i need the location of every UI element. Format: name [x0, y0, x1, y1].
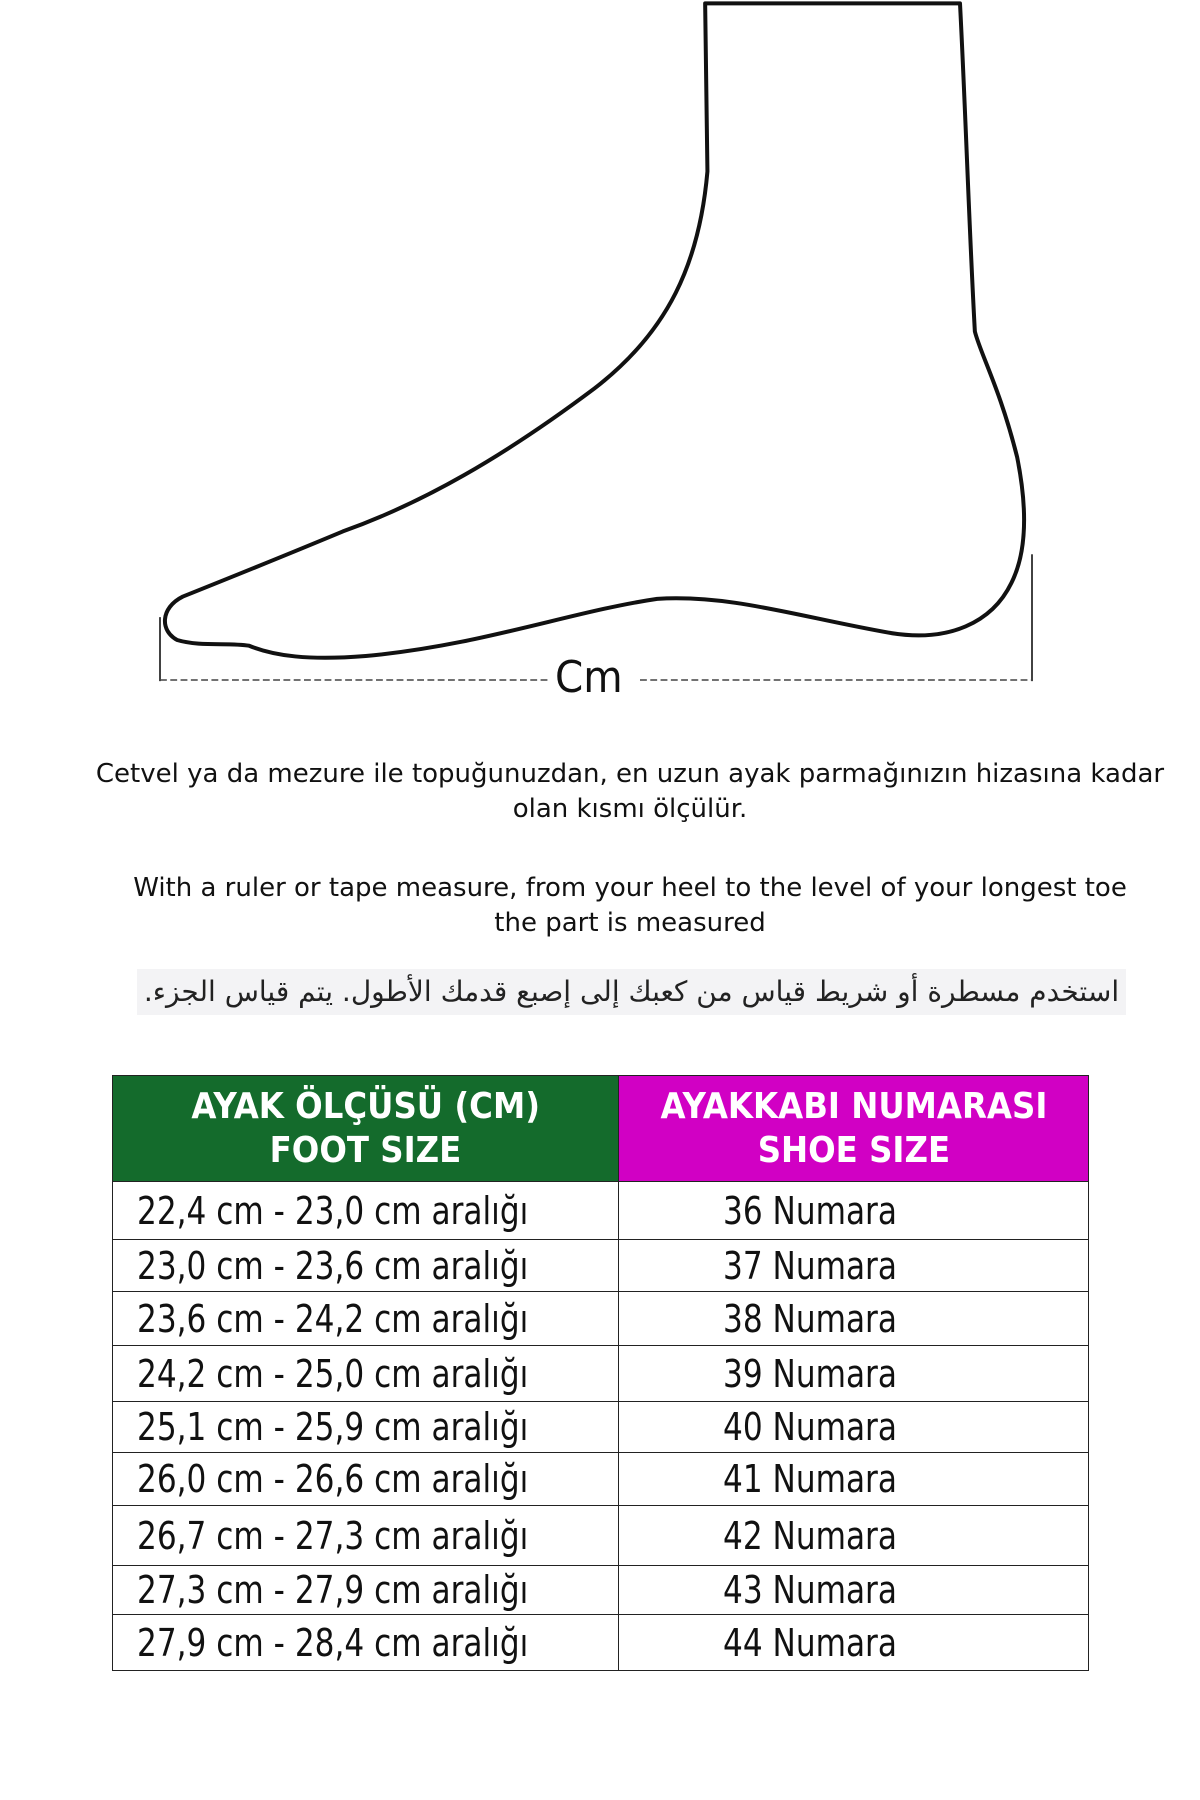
shoe-size-cell: 36 Numara	[618, 1181, 1089, 1240]
foot-size-cell: 27,9 cm - 28,4 cm aralığı	[112, 1614, 619, 1671]
shoe-size-cell: 38 Numara	[618, 1291, 1089, 1346]
header-foot-size-line1: AYAK ÖLÇÜSÜ (CM)	[191, 1085, 540, 1127]
header-shoe-size-line2: SHOE SIZE	[757, 1129, 950, 1171]
shoe-size-cell: 44 Numara	[618, 1614, 1089, 1671]
header-foot-size: AYAK ÖLÇÜSÜ (CM) FOOT SIZE	[112, 1075, 619, 1182]
table-row: 26,0 cm - 26,6 cm aralığı 41 Numara	[112, 1452, 1089, 1506]
shoe-size-cell: 42 Numara	[618, 1505, 1089, 1566]
shoe-size-text: 37 Numara	[723, 1243, 897, 1288]
turkish-instruction-line-2: olan kısmı ölçülür.	[512, 794, 748, 824]
foot-size-text: 23,0 cm - 23,6 cm aralığı	[137, 1243, 529, 1288]
shoe-size-text: 36 Numara	[723, 1188, 897, 1233]
shoe-size-text: 39 Numara	[723, 1351, 897, 1396]
measure-label: Cm	[555, 652, 623, 703]
shoe-size-text: 40 Numara	[723, 1405, 897, 1449]
table-row: 23,6 cm - 24,2 cm aralığı 38 Numara	[112, 1291, 1089, 1346]
foot-size-cell: 22,4 cm - 23,0 cm aralığı	[112, 1181, 619, 1240]
table-row: 23,0 cm - 23,6 cm aralığı 37 Numara	[112, 1239, 1089, 1292]
table-row: 27,3 cm - 27,9 cm aralığı 43 Numara	[112, 1565, 1089, 1615]
shoe-size-cell: 37 Numara	[618, 1239, 1089, 1292]
foot-size-cell: 26,7 cm - 27,3 cm aralığı	[112, 1505, 619, 1566]
foot-size-text: 23,6 cm - 24,2 cm aralığı	[137, 1296, 529, 1341]
size-chart-table: AYAK ÖLÇÜSÜ (CM) FOOT SIZE AYAKKABI NUMAR…	[112, 1075, 1089, 1671]
arabic-instruction: استخدم مسطرة أو شريط قياس من كعبك إلى إص…	[137, 969, 1126, 1015]
english-instruction-line-2: the part is measured	[494, 908, 766, 938]
table-row: 24,2 cm - 25,0 cm aralığı 39 Numara	[112, 1345, 1089, 1402]
foot-size-text: 25,1 cm - 25,9 cm aralığı	[137, 1405, 529, 1449]
header-foot-size-line2: FOOT SIZE	[269, 1129, 462, 1171]
foot-size-cell: 27,3 cm - 27,9 cm aralığı	[112, 1565, 619, 1615]
foot-size-text: 22,4 cm - 23,0 cm aralığı	[137, 1188, 529, 1233]
english-instruction-line-1: With a ruler or tape measure, from your …	[133, 873, 1127, 903]
header-shoe-size-line1: AYAKKABI NUMARASI	[660, 1085, 1047, 1127]
foot-outline	[162, 1, 1027, 660]
foot-outline-diagram	[159, 1, 1033, 682]
foot-size-cell: 23,6 cm - 24,2 cm aralığı	[112, 1291, 619, 1346]
shoe-size-cell: 43 Numara	[618, 1565, 1089, 1615]
foot-size-cell: 24,2 cm - 25,0 cm aralığı	[112, 1345, 619, 1402]
shoe-size-cell: 41 Numara	[618, 1452, 1089, 1506]
table-row: 22,4 cm - 23,0 cm aralığı 36 Numara	[112, 1181, 1089, 1240]
foot-size-text: 24,2 cm - 25,0 cm aralığı	[137, 1351, 529, 1396]
table-row: 25,1 cm - 25,9 cm aralığı 40 Numara	[112, 1401, 1089, 1453]
table-row: 27,9 cm - 28,4 cm aralığı 44 Numara	[112, 1614, 1089, 1671]
shoe-size-text: 38 Numara	[723, 1296, 897, 1341]
turkish-instruction-line-1: Cetvel ya da mezure ile topuğunuzdan, en…	[95, 759, 1165, 789]
foot-size-text: 26,7 cm - 27,3 cm aralığı	[137, 1513, 529, 1558]
foot-size-cell: 26,0 cm - 26,6 cm aralığı	[112, 1452, 619, 1506]
shoe-size-cell: 39 Numara	[618, 1345, 1089, 1402]
shoe-size-text: 41 Numara	[723, 1457, 897, 1501]
shoe-size-cell: 40 Numara	[618, 1401, 1089, 1453]
header-shoe-size: AYAKKABI NUMARASI SHOE SIZE	[618, 1075, 1089, 1182]
table-row: 26,7 cm - 27,3 cm aralığı 42 Numara	[112, 1505, 1089, 1566]
foot-size-cell: 23,0 cm - 23,6 cm aralığı	[112, 1239, 619, 1292]
table-header-row: AYAK ÖLÇÜSÜ (CM) FOOT SIZE AYAKKABI NUMAR…	[112, 1075, 1089, 1182]
foot-size-text: 26,0 cm - 26,6 cm aralığı	[137, 1457, 529, 1501]
shoe-size-text: 42 Numara	[723, 1513, 897, 1558]
shoe-size-text: 44 Numara	[723, 1620, 897, 1665]
foot-size-text: 27,9 cm - 28,4 cm aralığı	[137, 1620, 529, 1665]
shoe-size-text: 43 Numara	[723, 1568, 897, 1612]
foot-size-text: 27,3 cm - 27,9 cm aralığı	[137, 1568, 529, 1612]
foot-size-cell: 25,1 cm - 25,9 cm aralığı	[112, 1401, 619, 1453]
